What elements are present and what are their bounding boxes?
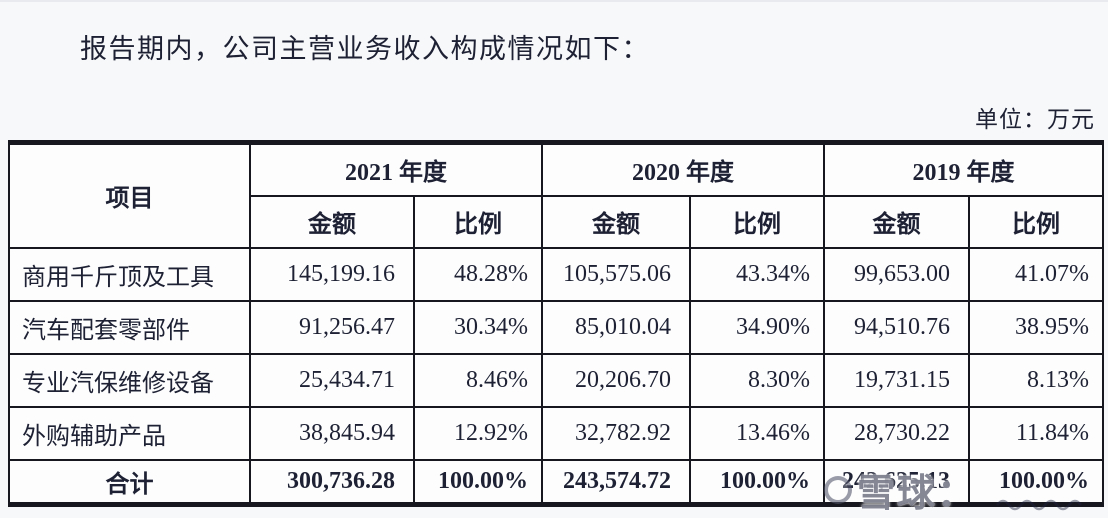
top-edge-divider xyxy=(0,0,1108,2)
cell-2020-ratio: 43.34% xyxy=(689,246,825,302)
table-row: 商用千斤顶及工具 145,199.16 48.28% 105,575.06 43… xyxy=(8,246,1104,302)
cell-2020-ratio: 34.90% xyxy=(689,299,825,355)
row-item-label: 汽车配套零部件 xyxy=(8,299,251,355)
cell-2020-ratio: 8.30% xyxy=(689,352,825,408)
cell-2020-ratio: 13.46% xyxy=(689,405,825,461)
row-item-label: 专业汽保维修设备 xyxy=(8,352,251,408)
header-year-2019: 2019 年度 xyxy=(823,141,1104,197)
cell-2019-amount: 94,510.76 xyxy=(823,299,970,355)
row-item-label: 商用千斤顶及工具 xyxy=(8,246,251,302)
cell-2020-amount: 32,782.92 xyxy=(541,405,691,461)
total-2020-ratio: 100.00% xyxy=(689,458,825,506)
cell-2019-ratio: 41.07% xyxy=(968,246,1104,302)
header-year-2021: 2021 年度 xyxy=(249,141,543,197)
row-item-label: 外购辅助产品 xyxy=(8,405,251,461)
total-2019-amount: 242,625.13 xyxy=(823,458,970,506)
header-ratio-2019: 比例 xyxy=(968,194,1104,249)
cell-2021-amount: 91,256.47 xyxy=(249,299,415,355)
total-2021-ratio: 100.00% xyxy=(413,458,543,506)
cell-2019-amount: 28,730.22 xyxy=(823,405,970,461)
cell-2020-amount: 20,206.70 xyxy=(541,352,691,408)
cell-2019-ratio: 11.84% xyxy=(968,405,1104,461)
table-total-row: 合计 300,736.28 100.00% 243,574.72 100.00%… xyxy=(8,458,1104,506)
intro-text: 报告期内，公司主营业务收入构成情况如下： xyxy=(80,34,650,64)
header-amount-2020: 金额 xyxy=(541,194,691,249)
header-ratio-2021: 比例 xyxy=(413,194,543,249)
cell-2020-amount: 85,010.04 xyxy=(541,299,691,355)
unit-label: 单位：万元 xyxy=(975,107,1095,132)
header-amount-2019: 金额 xyxy=(823,194,970,249)
header-ratio-2020: 比例 xyxy=(689,194,825,249)
table-header-year-row: 项目 2021 年度 2020 年度 2019 年度 xyxy=(8,141,1104,249)
cell-2021-ratio: 30.34% xyxy=(413,299,543,355)
cell-2019-ratio: 38.95% xyxy=(968,299,1104,355)
table-header-sub-row: 金额 比例 金额 比例 金额 比例 xyxy=(9,194,1104,249)
header-amount-2021: 金额 xyxy=(249,194,415,249)
cell-2020-amount: 105,575.06 xyxy=(541,246,691,302)
cell-2019-amount: 19,731.15 xyxy=(823,352,970,408)
cell-2021-ratio: 12.92% xyxy=(413,405,543,461)
cell-2021-ratio: 8.46% xyxy=(413,352,543,408)
total-2021-amount: 300,736.28 xyxy=(249,458,415,506)
cell-2021-amount: 25,434.71 xyxy=(249,352,415,408)
cell-2019-ratio: 8.13% xyxy=(968,352,1104,408)
total-label: 合计 xyxy=(8,458,251,506)
total-2020-amount: 243,574.72 xyxy=(541,458,691,506)
header-item-column: 项目 xyxy=(8,141,251,249)
table-row: 汽车配套零部件 91,256.47 30.34% 85,010.04 34.90… xyxy=(8,299,1104,355)
cell-2021-amount: 38,845.94 xyxy=(249,405,415,461)
table-row: 外购辅助产品 38,845.94 12.92% 32,782.92 13.46%… xyxy=(8,405,1104,461)
total-2019-ratio: 100.00% xyxy=(968,458,1104,506)
cell-2021-amount: 145,199.16 xyxy=(249,246,415,302)
cell-2021-ratio: 48.28% xyxy=(413,246,543,302)
revenue-composition-table: 项目 2021 年度 2020 年度 2019 年度 金额 比例 金额 比例 金… xyxy=(8,140,1104,507)
table-row: 专业汽保维修设备 25,434.71 8.46% 20,206.70 8.30%… xyxy=(8,352,1104,408)
header-year-2020: 2020 年度 xyxy=(541,141,825,197)
cell-2019-amount: 99,653.00 xyxy=(823,246,970,302)
